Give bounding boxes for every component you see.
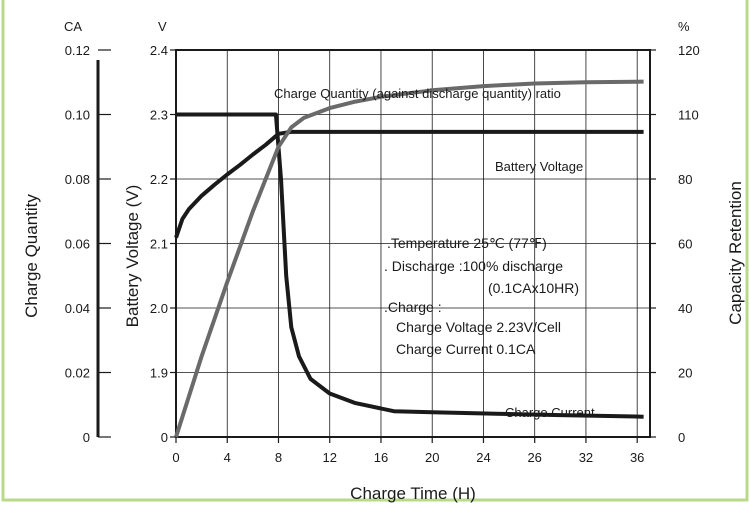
capacity-retention-tick-label: 110 [678, 108, 699, 123]
x-tick-label: 12 [322, 450, 336, 465]
x-tick-label: 26 [527, 450, 541, 465]
series-label-charge-quantity-ratio: Charge Quantity (against discharge quant… [274, 86, 561, 101]
annotation-discharge: . Discharge :100% discharge [384, 258, 563, 274]
capacity-retention-tick-label: 60 [678, 237, 692, 252]
battery-voltage-tick-label: 2.4 [150, 43, 168, 58]
charge-quantity-tick-label: 0.06 [65, 237, 90, 252]
x-tick-label: 24 [476, 450, 490, 465]
capacity-retention-tick-label: 40 [678, 301, 692, 316]
series-label-battery-voltage: Battery Voltage [495, 159, 583, 174]
capacity-retention-tick-label: 80 [678, 172, 692, 187]
capacity-retention-tick-label: 120 [678, 43, 700, 58]
x-tick-label: 4 [224, 450, 231, 465]
x-tick-label: 20 [425, 450, 439, 465]
x-tick-label: 0 [172, 450, 179, 465]
charge-quantity-tick-label: 0 [83, 430, 90, 445]
x-axis-label: Charge Time (H) [350, 484, 476, 503]
series-label-charge-current: Charge Current [505, 405, 595, 420]
annotation-charge-voltage: Charge Voltage 2.23V/Cell [396, 319, 561, 335]
charge-quantity-tick-label: 0.08 [65, 172, 90, 187]
annotation-discharge-rate: (0.1CAx10HR) [488, 280, 579, 296]
annotation-temperature: .Temperature 25℃ (77℉) [387, 235, 547, 251]
annotation-charge: .Charge : [384, 299, 442, 315]
capacity-retention-axis-label: Capacity Retention [726, 181, 745, 325]
battery-voltage-unit: V [158, 19, 167, 34]
charge-quantity-tick-label: 0.02 [65, 366, 90, 381]
battery-voltage-tick-label: 2.3 [150, 108, 168, 123]
battery-voltage-tick-label: 2.0 [150, 301, 168, 316]
capacity-retention-unit: % [678, 19, 690, 34]
battery-voltage-tick-label: 0 [161, 430, 168, 445]
charge-quantity-axis-label: Charge Quantity [22, 194, 41, 318]
battery-voltage-axis-label: Battery Voltage (V) [123, 185, 142, 328]
charge-quantity-tick-label: 0.12 [65, 43, 90, 58]
series-lines [174, 79, 644, 438]
charge-current-line [176, 112, 644, 419]
x-tick-label: 32 [579, 450, 593, 465]
grid-lines [176, 50, 650, 437]
outer-frame [1, 0, 749, 502]
battery-voltage-tick-label: 2.2 [150, 172, 168, 187]
tick-labels: 0 4 8 12 16 20 24 26 32 36 0 0.02 0.04 0.06 0.08 0.10 0.… [65, 43, 700, 465]
x-tick-label: 36 [630, 450, 644, 465]
battery-voltage-tick-label: 2.1 [150, 237, 168, 252]
annotation-charge-current: Charge Current 0.1CA [396, 341, 536, 357]
tick-marks [98, 49, 656, 443]
charge-quantity-unit: CA [64, 19, 82, 34]
x-tick-label: 16 [374, 450, 388, 465]
charge-quantity-ratio-line [174, 79, 644, 438]
capacity-retention-tick-label: 20 [678, 366, 692, 381]
capacity-retention-tick-label: 0 [678, 430, 685, 445]
battery-voltage-tick-label: 1.9 [150, 366, 168, 381]
charge-quantity-tick-label: 0.04 [65, 301, 90, 316]
charge-quantity-tick-label: 0.10 [65, 108, 90, 123]
battery-voltage-line [174, 129, 644, 239]
x-tick-label: 8 [275, 450, 282, 465]
